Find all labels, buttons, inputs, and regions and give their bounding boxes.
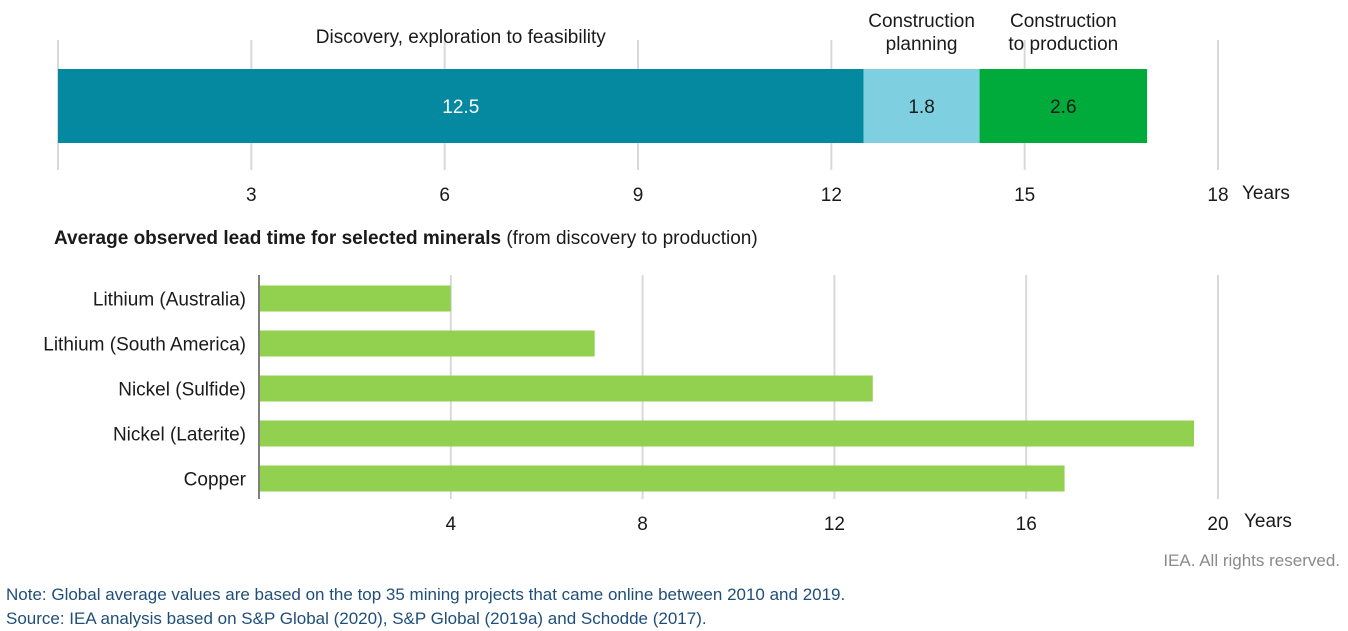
category-label: Lithium (Australia) [93,290,246,311]
mineral-bar [260,330,595,357]
bar-value-label: 12.5 [442,97,479,118]
mineral-bar [260,465,1065,492]
category-label: Lithium (South America) [43,335,246,356]
x-tick-label: 12 [821,185,842,206]
category-label: Nickel (Laterite) [113,425,246,446]
stage-duration-chart: 12.5 1.8 2.6 Discovery, exploration to fea… [57,11,1290,206]
x-tick-label: 12 [824,514,845,535]
x-tick-label: 18 [1207,185,1228,206]
note-text: Note: Global average values are based on… [6,585,846,604]
x-tick-label: 6 [439,185,450,206]
chart-subtitle: (from discovery to production) [506,228,758,249]
category-label: Copper [184,470,247,491]
credit-text: IEA. All rights reserved. [1163,551,1340,570]
stage-bar [58,69,864,143]
mineral-bar [260,375,873,402]
stage-name-label: Construction [1010,11,1117,32]
x-tick-label: 8 [637,514,648,535]
mineral-bar [260,285,451,312]
x-tick-label: 4 [446,514,457,535]
bar-value-label: 1.8 [908,97,934,118]
stage-name-label: planning [886,34,958,55]
stage-name-label: Discovery, exploration to feasibility [316,27,607,48]
stage-bar [863,69,980,143]
mineral-lead-time-chart: Lithium (Australia) Lithium (South Americ… [43,275,1292,535]
x-tick-label: 3 [246,185,257,206]
x-tick-label: 16 [1016,514,1037,535]
stage-bar [979,69,1148,143]
stage-name-label: to production [1008,34,1118,55]
stage-name-label: Construction [868,11,975,32]
x-tick-label: 20 [1207,514,1228,535]
x-tick-label: 15 [1014,185,1035,206]
notes-block: Note: Global average values are based on… [6,583,845,631]
x-axis-unit-label: Years [1244,511,1292,532]
source-text: Source: IEA analysis based on S&P Global… [6,609,707,628]
x-tick-label: 9 [633,185,644,206]
x-axis-unit-label: Years [1242,183,1290,204]
bar-value-label: 2.6 [1050,97,1076,118]
category-label: Nickel (Sulfide) [118,380,246,401]
mineral-bar [260,420,1195,447]
chart-title: Average observed lead time for selected … [54,228,758,249]
